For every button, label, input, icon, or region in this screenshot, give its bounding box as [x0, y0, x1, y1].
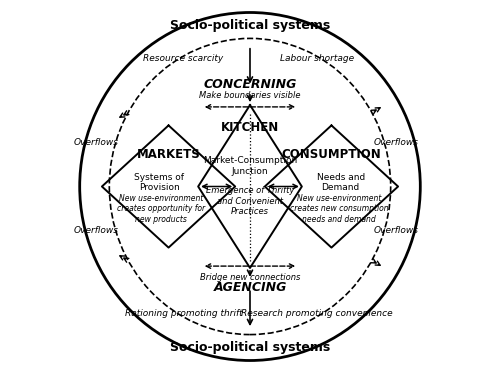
Text: Socio-political systems: Socio-political systems [170, 341, 330, 354]
Text: Overflows: Overflows [74, 138, 119, 147]
Text: Labour shortage: Labour shortage [280, 54, 353, 63]
Text: Make boundaries visible: Make boundaries visible [200, 91, 301, 100]
Text: Overflows: Overflows [374, 226, 418, 235]
Text: CONSUMPTION: CONSUMPTION [282, 148, 382, 161]
Text: Market-Consumption
Junction: Market-Consumption Junction [203, 156, 297, 176]
Text: Socio-political systems: Socio-political systems [170, 19, 330, 32]
Text: Systems of
Provision: Systems of Provision [134, 173, 184, 192]
Text: Bridge new connections: Bridge new connections [200, 273, 300, 282]
Text: MARKETS: MARKETS [136, 148, 200, 161]
Text: AGENCING: AGENCING [214, 281, 286, 294]
Text: Rationing promoting thrift: Rationing promoting thrift [124, 308, 242, 318]
Text: Resource scarcity: Resource scarcity [143, 54, 224, 63]
Text: New use-environment
creates opportunity for
new products: New use-environment creates opportunity … [117, 194, 205, 223]
Text: KITCHEN: KITCHEN [221, 121, 279, 134]
Text: Needs and
Demand: Needs and Demand [316, 173, 365, 192]
Text: Overflows: Overflows [74, 226, 119, 235]
Text: Overflows: Overflows [374, 138, 418, 147]
Text: Emergence of Thrifty
and Convenient
Practices: Emergence of Thrifty and Convenient Prac… [206, 186, 294, 216]
Text: CONCERNING: CONCERNING [204, 78, 296, 91]
Text: New use-environment
creates new consumption
needs and demand: New use-environment creates new consumpt… [290, 194, 388, 223]
Text: Research promoting convenience: Research promoting convenience [241, 308, 392, 318]
